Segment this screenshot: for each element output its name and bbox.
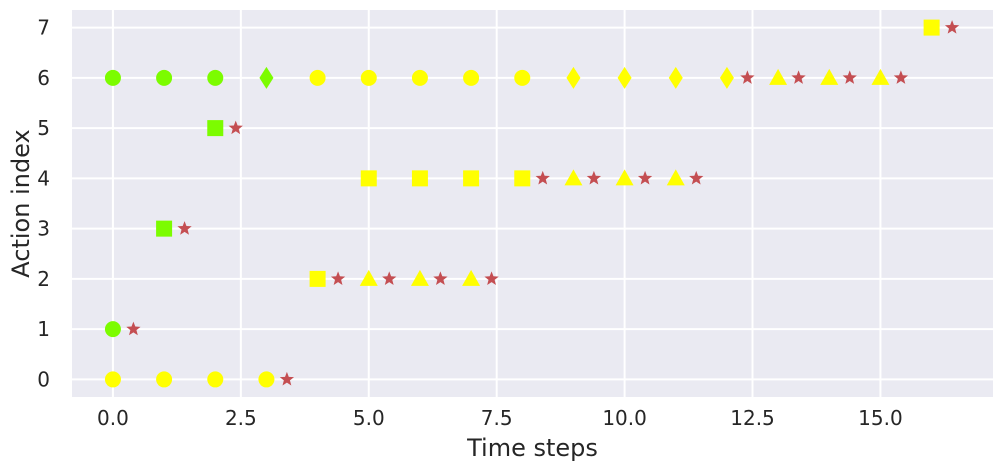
square-marker: [309, 270, 326, 287]
y-tick-label: 6: [37, 66, 50, 90]
star-marker: [893, 70, 909, 84]
triangle-marker: [410, 269, 429, 286]
x-tick-label: 10.0: [602, 406, 647, 430]
square-marker: [360, 170, 377, 187]
square-marker: [156, 220, 173, 237]
data-points: [104, 19, 960, 388]
circle-marker: [411, 69, 428, 86]
star-marker: [433, 271, 448, 285]
circle-marker: [258, 371, 275, 388]
triangle-marker: [462, 269, 481, 286]
x-axis-ticks: 0.0 2.5 5.0 7.5 10.0 12.5 15.0: [97, 406, 903, 430]
y-axis-label: Action index: [7, 129, 35, 277]
star-marker: [484, 271, 499, 285]
circle-marker: [156, 69, 173, 86]
x-tick-label: 15.0: [858, 406, 903, 430]
square-marker: [923, 19, 940, 36]
star-marker: [177, 221, 192, 235]
star-marker: [535, 170, 550, 185]
square-marker: [411, 170, 428, 187]
y-tick-label: 0: [37, 367, 50, 391]
triangle-marker: [666, 169, 685, 186]
y-tick-label: 1: [37, 317, 50, 341]
plot-area: [72, 10, 993, 397]
circle-marker: [514, 69, 531, 86]
triangle-marker: [820, 68, 839, 85]
circle-marker: [104, 69, 121, 86]
circle-marker: [207, 69, 224, 86]
y-tick-label: 3: [37, 217, 50, 241]
star-marker: [740, 70, 755, 84]
x-tick-label: 0.0: [97, 406, 129, 430]
y-axis-ticks: 0 1 2 3 4 5 6 7: [37, 16, 50, 392]
y-tick-label: 4: [37, 166, 50, 190]
y-tick-label: 5: [37, 116, 50, 140]
x-tick-label: 2.5: [225, 406, 257, 430]
triangle-marker: [769, 68, 788, 85]
diamond-marker: [259, 66, 274, 89]
circle-marker: [104, 371, 121, 388]
circle-marker: [463, 69, 480, 86]
x-tick-label: 12.5: [730, 406, 775, 430]
star-marker: [330, 271, 346, 285]
star-marker: [944, 20, 960, 34]
diamond-marker: [719, 66, 734, 89]
diamond-marker: [668, 66, 683, 89]
star-marker: [637, 170, 653, 185]
star-marker: [382, 271, 397, 285]
x-tick-label: 5.0: [353, 406, 385, 430]
star-marker: [279, 371, 295, 386]
x-tick-label: 7.5: [481, 406, 513, 430]
circle-marker: [309, 69, 326, 86]
star-marker: [126, 321, 141, 336]
triangle-marker: [564, 169, 583, 186]
grid: [72, 10, 993, 397]
y-tick-label: 2: [37, 267, 50, 291]
star-marker: [791, 70, 806, 84]
x-axis-label: Time steps: [466, 434, 598, 462]
star-marker: [228, 120, 243, 135]
triangle-marker: [871, 68, 890, 85]
star-marker: [689, 170, 704, 185]
star-marker: [842, 70, 857, 84]
star-marker: [586, 170, 602, 185]
square-marker: [207, 120, 224, 137]
circle-marker: [104, 321, 121, 338]
triangle-marker: [359, 269, 378, 286]
diamond-marker: [566, 66, 581, 89]
circle-marker: [360, 69, 377, 86]
square-marker: [514, 170, 531, 187]
triangle-marker: [615, 169, 634, 186]
diamond-marker: [617, 66, 632, 89]
square-marker: [463, 170, 480, 187]
y-tick-label: 7: [37, 16, 50, 40]
circle-marker: [156, 371, 173, 388]
circle-marker: [207, 371, 224, 388]
